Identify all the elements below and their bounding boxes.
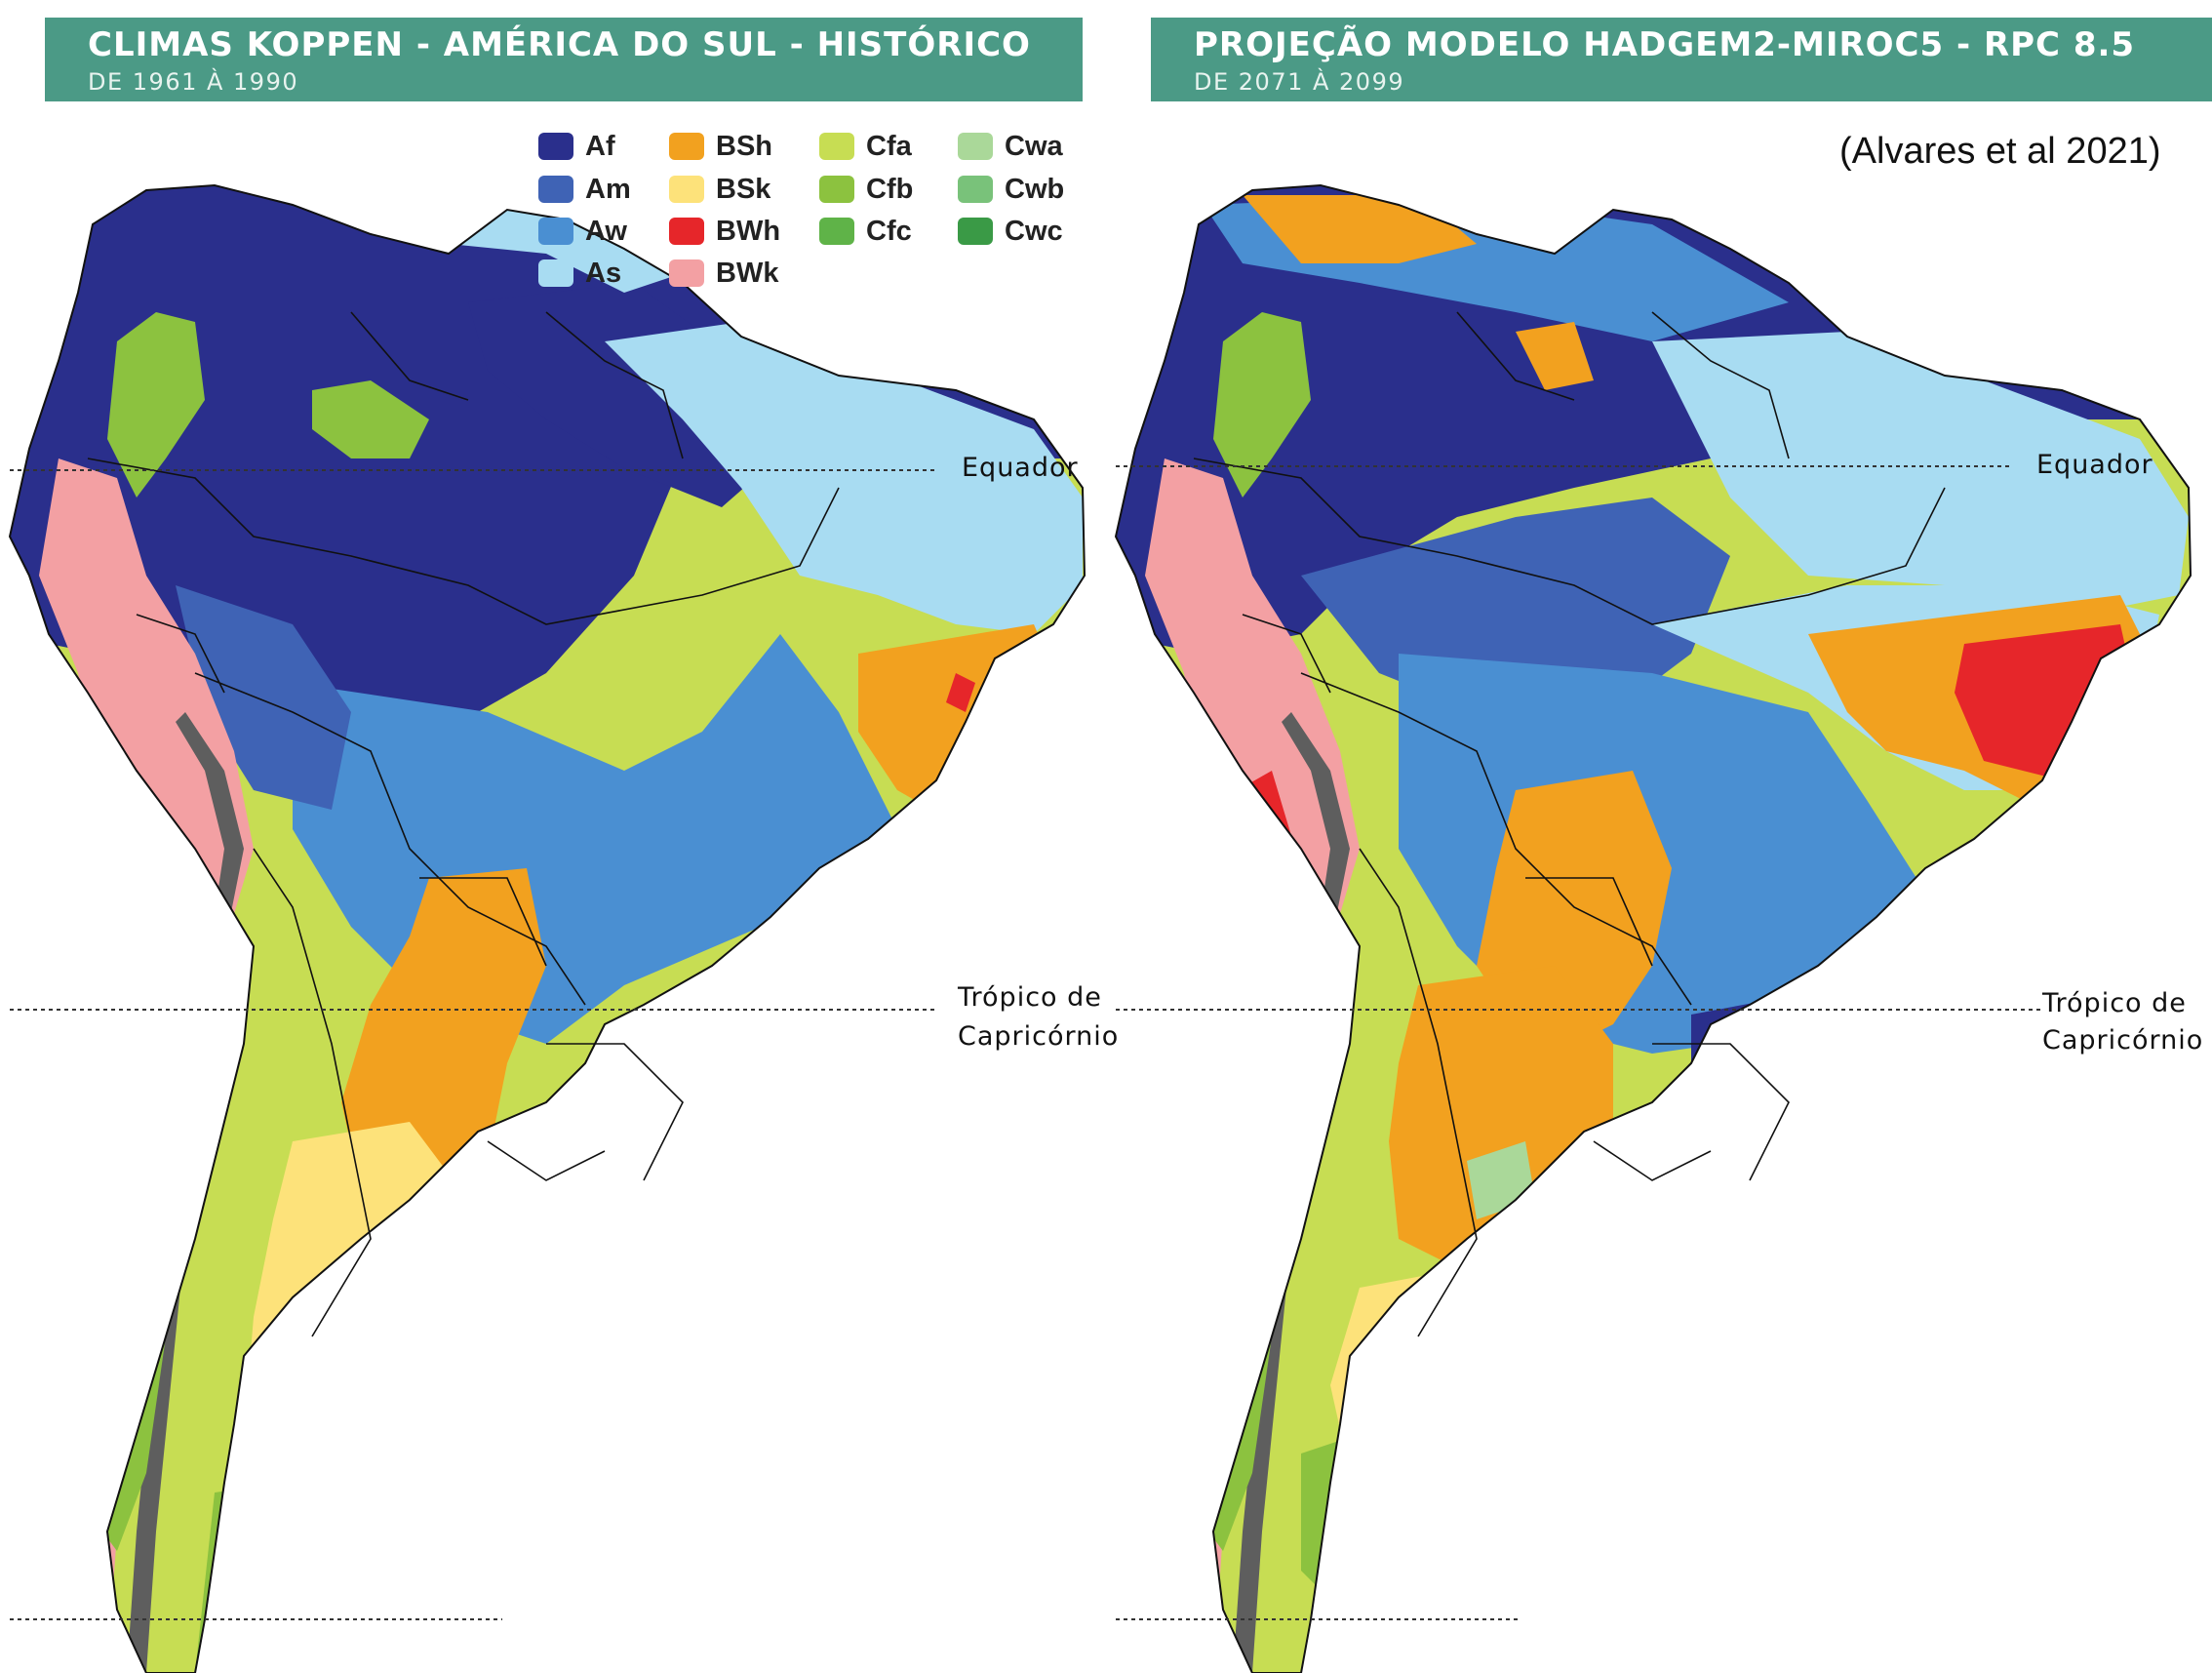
climate-zones: [1116, 185, 2191, 1673]
legend-code: Cfb: [866, 173, 914, 205]
legend-swatch: [669, 176, 704, 203]
coastline: [1114, 183, 2192, 1673]
legend-code: BSh: [716, 130, 772, 162]
legend-item-am: Am: [538, 172, 631, 207]
tropic-label-line1: Trópico de: [2042, 988, 2187, 1018]
legend-swatch: [958, 218, 993, 245]
legend-swatch: [819, 133, 854, 160]
legend-swatch: [538, 176, 573, 203]
legend-code: Cwa: [1005, 130, 1063, 162]
legend-item-cfa: Cfa: [819, 129, 912, 164]
legend-item-bsh: BSh: [669, 129, 772, 164]
tropic-label-line1: Trópico de: [958, 982, 1102, 1013]
legend-code: Aw: [585, 215, 627, 247]
legend-code: Af: [585, 130, 615, 162]
legend-code: BSk: [716, 173, 771, 205]
legend-item-cwc: Cwc: [958, 214, 1063, 249]
legend-swatch: [669, 259, 704, 287]
legend-code: BWk: [716, 257, 779, 289]
legend-item-bsk: BSk: [669, 172, 770, 207]
legend-item-cfb: Cfb: [819, 172, 913, 207]
legend-swatch: [538, 218, 573, 245]
legend-swatch: [669, 133, 704, 160]
legend-swatch: [819, 176, 854, 203]
climate-legend: Af Am Aw As BSh BSk BWh BWk: [538, 129, 1085, 304]
legend-item-cwb: Cwb: [958, 172, 1064, 207]
panel-historic: CLIMAS KOPPEN - AMÉRICA DO SUL - HISTÓRI…: [0, 18, 1118, 1673]
panel-projection: PROJEÇÃO MODELO HADGEM2-MIROC5 - RPC 8.5…: [1106, 0, 2212, 1673]
citation: (Alvares et al 2021): [1839, 131, 2161, 172]
panel-header: CLIMAS KOPPEN - AMÉRICA DO SUL - HISTÓRI…: [45, 18, 1083, 101]
climate-zones: [10, 185, 1085, 1673]
legend-swatch: [669, 218, 704, 245]
legend-swatch: [819, 218, 854, 245]
legend-code: Cwc: [1005, 215, 1063, 247]
panel-header: PROJEÇÃO MODELO HADGEM2-MIROC5 - RPC 8.5…: [1151, 18, 2212, 101]
climate-map-historic: [0, 166, 1106, 1673]
country-borders: [1193, 311, 1946, 1337]
coastline: [8, 183, 1086, 1673]
legend-item-af: Af: [538, 129, 615, 164]
panel-subtitle: DE 2071 À 2099: [1194, 68, 1405, 96]
equator-label: Equador: [962, 453, 1079, 483]
legend-code: Cwb: [1005, 173, 1065, 205]
legend-code: Cfc: [866, 215, 912, 247]
legend-code: BWh: [716, 215, 781, 247]
legend-swatch: [958, 176, 993, 203]
legend-item-as: As: [538, 256, 621, 291]
tropic-label-line2: Capricórnio: [958, 1021, 1120, 1052]
panel-title: CLIMAS KOPPEN - AMÉRICA DO SUL - HISTÓRI…: [88, 25, 1031, 64]
panel-subtitle: DE 1961 À 1990: [88, 68, 299, 96]
legend-code: As: [585, 257, 622, 289]
panel-title: PROJEÇÃO MODELO HADGEM2-MIROC5 - RPC 8.5: [1194, 25, 2136, 64]
legend-code: Am: [585, 173, 631, 205]
legend-item-bwk: BWk: [669, 256, 778, 291]
climate-map-projection: [1106, 166, 2212, 1673]
legend-code: Cfa: [866, 130, 912, 162]
legend-item-cfc: Cfc: [819, 214, 912, 249]
legend-swatch: [538, 259, 573, 287]
equator-label: Equador: [2036, 450, 2153, 480]
country-borders: [87, 311, 840, 1337]
legend-item-aw: Aw: [538, 214, 627, 249]
legend-swatch: [538, 133, 573, 160]
tropic-label-line2: Capricórnio: [2042, 1025, 2204, 1056]
legend-item-cwa: Cwa: [958, 129, 1063, 164]
legend-item-bwh: BWh: [669, 214, 780, 249]
legend-swatch: [958, 133, 993, 160]
